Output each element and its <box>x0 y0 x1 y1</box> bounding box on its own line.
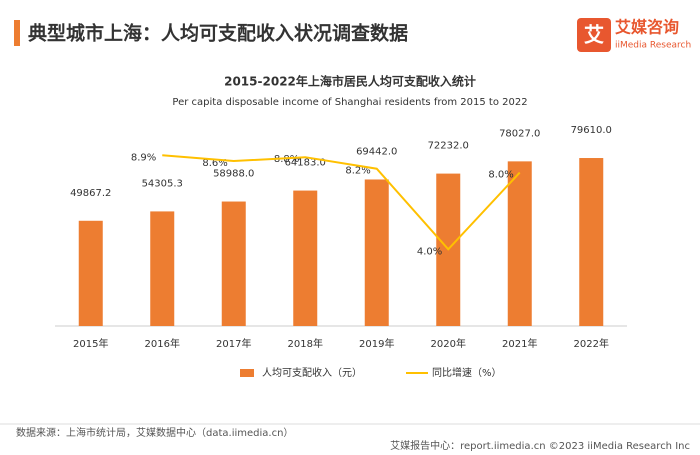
line-label: 8.2% <box>345 166 370 177</box>
legend-swatch <box>240 369 254 377</box>
line-label: 8.6% <box>202 158 227 169</box>
title-accent <box>14 20 20 46</box>
bar <box>364 179 389 326</box>
bar <box>507 161 532 326</box>
bar-label: 78027.0 <box>499 128 540 139</box>
bar-label: 72232.0 <box>428 141 469 152</box>
logo-icon <box>577 18 611 52</box>
logo-text: 艾媒咨询 <box>615 18 679 37</box>
bar-label: 49867.2 <box>70 188 111 199</box>
legend-label: 人均可支配收入（元） <box>262 366 362 379</box>
x-tick-label: 2017年 <box>216 337 251 350</box>
bar-label: 69442.0 <box>356 146 397 157</box>
bar <box>150 211 175 326</box>
page-title: 典型城市上海：人均可支配收入状况调查数据 <box>28 22 408 45</box>
chart-title: 2015-2022年上海市居民人均可支配收入统计 <box>224 74 476 89</box>
x-tick-label: 2022年 <box>574 337 609 350</box>
credit: 艾媒报告中心：report.iimedia.cn ©2023 iiMedia R… <box>390 439 690 452</box>
bar-label: 58988.0 <box>213 169 254 180</box>
bar-label: 79610.0 <box>571 125 612 136</box>
line-label: 8.0% <box>488 170 513 181</box>
x-tick-label: 2019年 <box>359 337 394 350</box>
x-tick-label: 2016年 <box>145 337 180 350</box>
bar <box>221 201 246 326</box>
chart-subtitle: Per capita disposable income of Shanghai… <box>172 97 527 108</box>
bar-label: 64183.0 <box>285 158 326 169</box>
x-tick-label: 2021年 <box>502 337 537 350</box>
x-tick-label: 2015年 <box>73 337 108 350</box>
bar <box>78 220 103 326</box>
bar-label: 54305.3 <box>142 178 183 189</box>
line-label: 4.0% <box>417 246 442 257</box>
growth-line <box>162 154 521 251</box>
line-label: 8.9% <box>131 152 156 163</box>
source: 数据来源：上海市统计局，艾媒数据中心（data.iimedia.cn） <box>16 426 293 439</box>
x-tick-label: 2018年 <box>288 337 323 350</box>
line-label: 8.8% <box>274 154 299 165</box>
logo-sub: iiMedia Research <box>615 41 691 51</box>
x-tick-label: 2020年 <box>431 337 466 350</box>
bar <box>293 190 318 326</box>
legend-label: 同比增速（%） <box>432 366 502 379</box>
logo-glyph: 艾 <box>584 23 604 47</box>
bar <box>579 158 604 326</box>
